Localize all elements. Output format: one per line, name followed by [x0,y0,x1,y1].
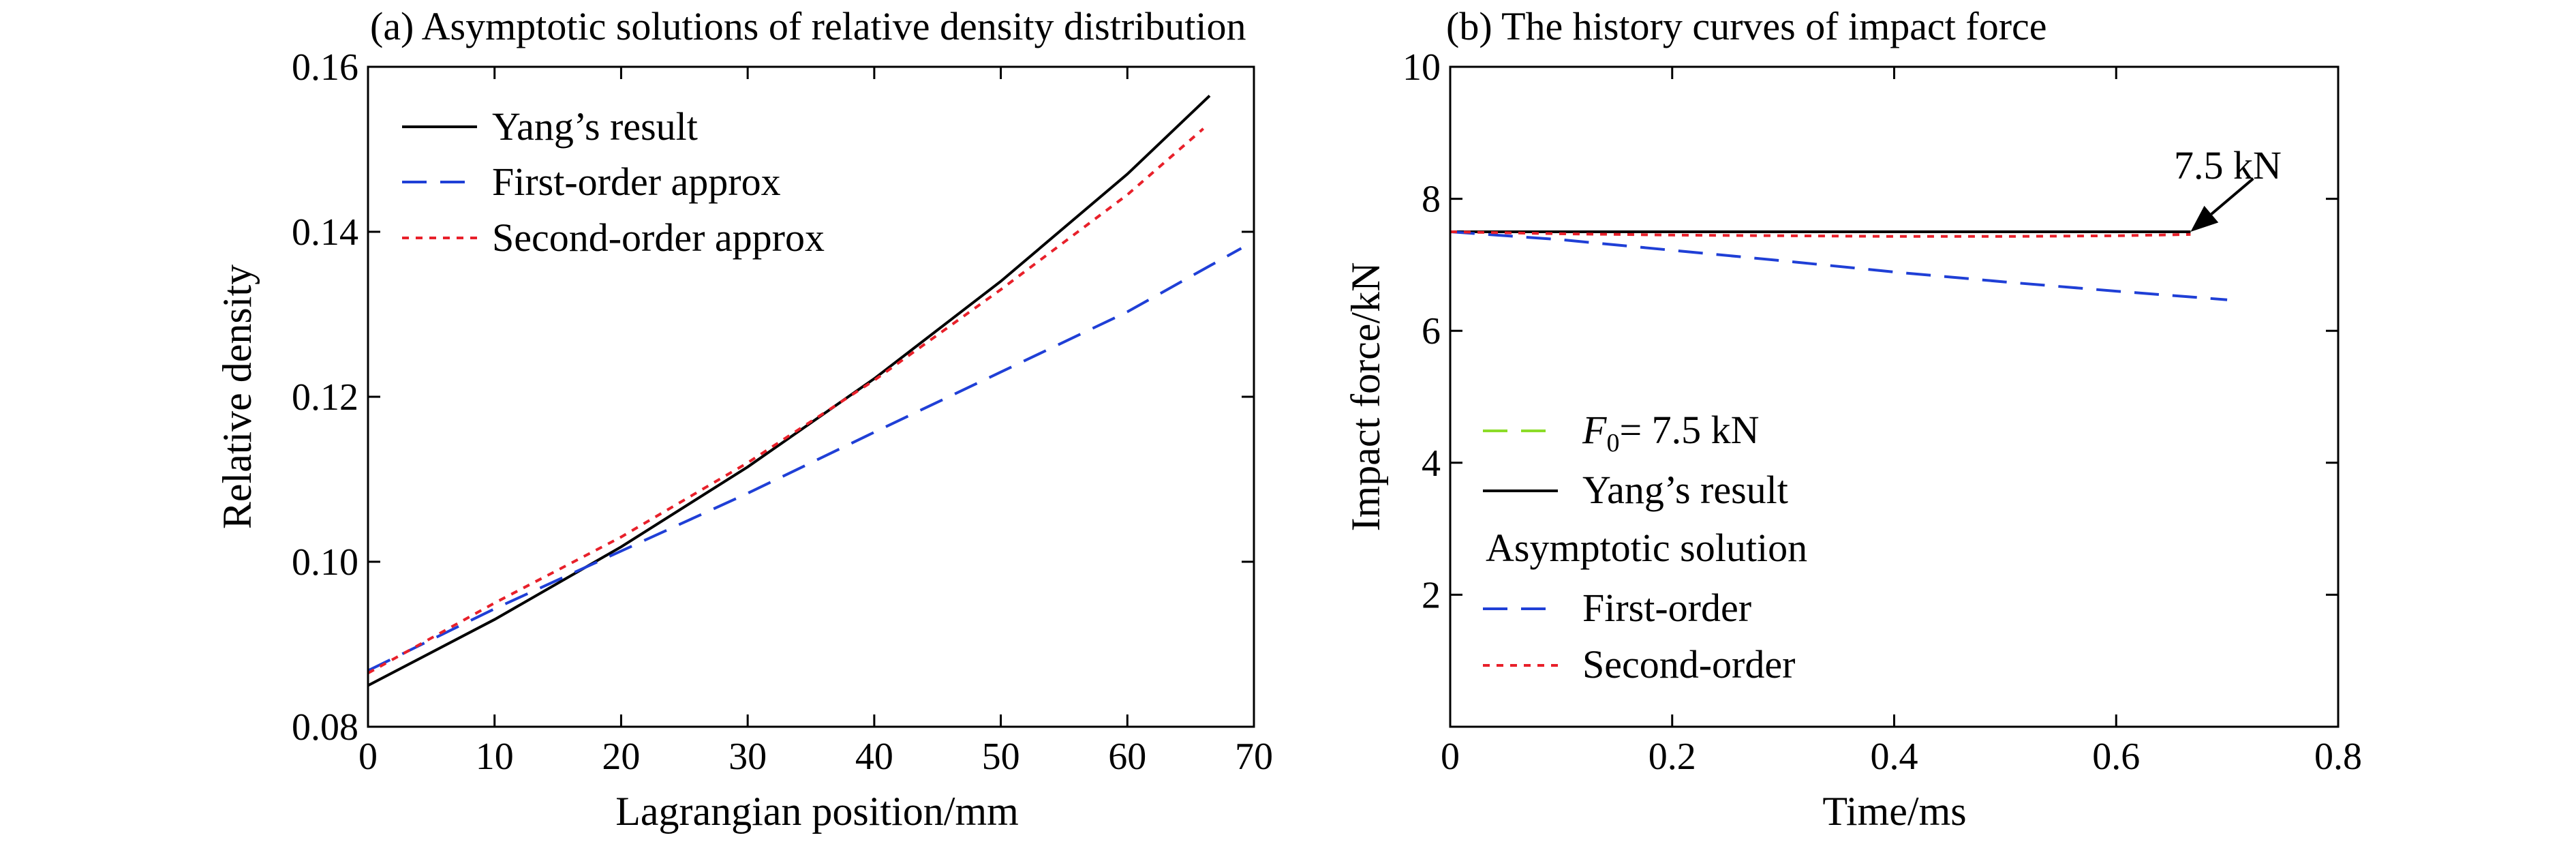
y-tick-label: 0.10 [292,541,358,584]
chart-b-y-axis-label: Impact force/kN [1343,262,1388,532]
legend-label-yang: Yang’s result [492,104,698,149]
legend-label-yang: Yang’s result [1582,468,1788,512]
y-tick-label: 0.12 [292,376,358,419]
legend-label-first-order: First-order [1582,586,1751,630]
y-tick-label: 10 [1402,46,1441,89]
annotation-arrowhead [2190,205,2219,232]
y-tick-label: 0.14 [292,211,358,254]
series-line-first-order-approx [367,247,1242,672]
chart-a-frame [367,65,1255,728]
x-tick-label: 20 [602,736,640,778]
chart-a-y-axis-label: Relative density [215,265,260,529]
legend-heading-asymptotic: Asymptotic solution [1486,526,1807,570]
chart-b-title: (b) The history curves of impact force [1446,4,2047,48]
chart-b-ticks: 0 0.2 0.4 0.6 0.8 2 4 6 8 10 [1402,46,2362,778]
x-tick-label: 0.4 [1871,736,1918,778]
x-tick-label: 10 [476,736,514,778]
x-tick-label: 70 [1235,736,1273,778]
chart-a-x-axis-label: Lagrangian position/mm [615,789,1019,834]
annotation-arrow [2210,177,2254,215]
chart-a-ticks: 0 10 20 30 40 50 60 70 0.08 0.10 0.12 0.14 0.16 [292,46,1273,778]
x-tick-label: 0.2 [1649,736,1696,778]
x-tick-label: 0 [358,736,378,778]
annotation-7-5-kn: 7.5 kN [2174,143,2282,232]
x-tick-label: 0.6 [2092,736,2140,778]
chart-a-legend: Yang’s result First-order approx Second-… [402,104,825,260]
y-tick-label: 0.08 [292,706,358,749]
y-tick-label: 0.16 [292,46,358,89]
x-tick-label: 30 [729,736,767,778]
chart-a-title: (a) Asymptotic solutions of relative den… [370,4,1246,48]
y-tick-label: 8 [1422,179,1441,221]
x-tick-label: 0 [1441,736,1460,778]
chart-b-legend: F0= 7.5 kN Yang’s result Asymptotic solu… [1483,408,1807,687]
legend-label-f0: F0= 7.5 kN [1582,408,1760,457]
chart-b: (b) The history curves of impact force T… [1343,4,2362,834]
legend-label-first-order-approx: First-order approx [492,160,781,204]
y-tick-label: 6 [1422,310,1441,352]
legend-label-second-order-approx: Second-order approx [492,215,825,260]
annotation-label: 7.5 kN [2174,143,2282,187]
chart-b-frame [1449,65,2340,728]
chart-b-x-axis-label: Time/ms [1822,789,1966,834]
chart-a-plot-area [367,94,1242,687]
y-tick-label: 2 [1422,574,1441,616]
series-line-first-order [1450,230,2228,301]
x-tick-label: 50 [982,736,1020,778]
x-tick-label: 40 [855,736,893,778]
series-line-second-order-approx [367,127,1205,675]
y-tick-label: 4 [1422,442,1441,485]
x-tick-label: 60 [1108,736,1146,778]
x-tick-label: 0.8 [2314,736,2362,778]
chart-b-plot-area [1450,230,2228,301]
chart-a: (a) Asymptotic solutions of relative den… [215,4,1273,834]
legend-label-second-order: Second-order [1582,642,1795,687]
